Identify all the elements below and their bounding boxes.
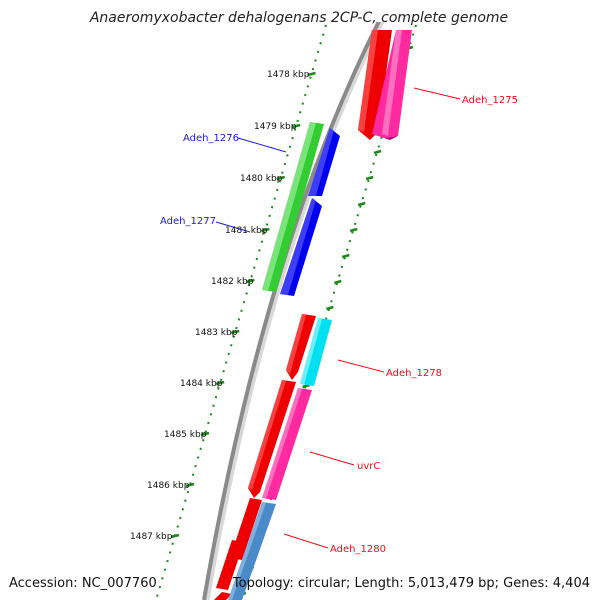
- tick-label: 1484 kbp: [180, 379, 223, 389]
- tick-label: 1483 kbp: [195, 328, 238, 338]
- major-tick: [230, 329, 240, 335]
- accession-text: Accession: NC_007760: [9, 576, 157, 591]
- gene-label-adeh-1277[interactable]: Adeh_1277: [160, 216, 216, 227]
- major-tick: [246, 278, 255, 284]
- outer-tick: [341, 253, 350, 259]
- major-tick: [215, 380, 225, 386]
- gene-adeh-1278-cyan[interactable]: [300, 318, 332, 386]
- genome-summary-text: Topology: circular; Length: 5,013,479 bp…: [232, 576, 590, 591]
- major-tick: [185, 482, 195, 488]
- outer-tick: [326, 305, 334, 311]
- major-tick: [307, 71, 316, 77]
- gene-adeh-1278-red[interactable]: [286, 314, 316, 380]
- leader-uvrc: [309, 451, 355, 466]
- gene-adeh-1275-red[interactable]: [358, 30, 392, 140]
- gene-adeh-1277-blue[interactable]: [280, 198, 322, 296]
- major-tick: [291, 123, 301, 129]
- tick-marks: [170, 71, 316, 539]
- tick-label: 1486 kbp: [147, 481, 190, 491]
- tick-label: 1487 kbp: [130, 532, 173, 542]
- leader-adeh-1275: [413, 87, 461, 100]
- tick-label: 1485 kbp: [164, 430, 207, 440]
- leader-adeh-1277: [215, 221, 251, 233]
- gene-red-long[interactable]: [248, 380, 296, 498]
- tick-label: 1480 kbp: [240, 174, 283, 184]
- tick-label: 1482 kbp: [211, 277, 254, 287]
- map-title: Anaeromyxobacter dehalogenans 2CP-C, com…: [89, 10, 508, 26]
- major-tick: [261, 227, 270, 233]
- gene-adeh-1280-steelblue[interactable]: [228, 502, 276, 600]
- gene-label-adeh-1276[interactable]: Adeh_1276: [183, 133, 239, 144]
- gene-label-adeh-1278[interactable]: Adeh_1278: [386, 368, 442, 379]
- outer-tick: [373, 149, 382, 155]
- outer-tick: [333, 279, 342, 285]
- map-area: 1478 kbp 1479 kbp 1480 kbp 1481 kbp 1482…: [130, 22, 518, 600]
- gene-red-lower[interactable]: [214, 498, 262, 600]
- inner-tick-ring: [155, 24, 327, 600]
- gene-adeh-1275-magenta[interactable]: [372, 30, 412, 140]
- tick-label: 1481 kbp: [225, 226, 268, 236]
- leader-adeh-1276: [237, 137, 287, 153]
- leader-adeh-1280: [283, 533, 329, 549]
- tick-label: 1479 kbp: [254, 122, 297, 132]
- outer-tick: [349, 227, 358, 233]
- outer-tick: [357, 201, 366, 207]
- major-tick: [170, 533, 180, 539]
- gene-adeh-1276-green[interactable]: [262, 122, 324, 292]
- backbone: [202, 22, 381, 600]
- gene-adeh-1276-blue[interactable]: [308, 128, 340, 196]
- outer-tick: [365, 175, 374, 181]
- gene-label-adeh-1275[interactable]: Adeh_1275: [462, 95, 518, 106]
- major-tick: [276, 175, 286, 181]
- tick-label: 1478 kbp: [267, 70, 310, 80]
- gene-uvrc-magenta[interactable]: [262, 388, 312, 500]
- gene-label-uvrc[interactable]: uvrC: [357, 461, 380, 472]
- gene-label-adeh-1280[interactable]: Adeh_1280: [330, 544, 386, 555]
- leader-adeh-1278: [337, 359, 385, 373]
- outer-tick: [302, 383, 310, 389]
- major-tick: [200, 431, 210, 437]
